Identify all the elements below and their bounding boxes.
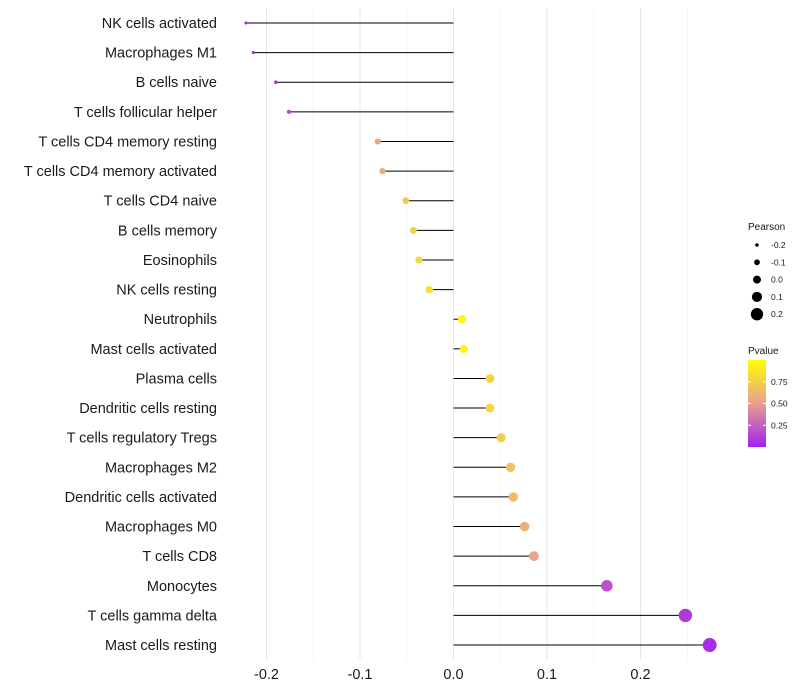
color-legend-label: 0.25 bbox=[771, 420, 788, 430]
category-label: Plasma cells bbox=[136, 371, 217, 387]
point bbox=[286, 109, 291, 114]
size-legend-label: 0.1 bbox=[771, 292, 783, 302]
x-tick-label: 0.0 bbox=[443, 667, 463, 683]
color-legend: Pvalue 0.25 0.50 0.75 bbox=[748, 346, 788, 447]
category-label: Monocytes bbox=[147, 579, 217, 595]
size-legend-label: -0.2 bbox=[771, 240, 786, 250]
point bbox=[528, 551, 539, 562]
color-legend-label: 0.50 bbox=[771, 399, 788, 409]
category-label: T cells CD8 bbox=[142, 549, 217, 565]
point bbox=[601, 580, 613, 592]
category-label: Mast cells activated bbox=[90, 342, 217, 358]
point bbox=[244, 21, 248, 25]
category-label: T cells CD4 memory activated bbox=[24, 164, 217, 180]
size-legend: Pearson -0.2 -0.1 0.0 0.1 0.2 bbox=[748, 222, 786, 321]
size-legend-label: -0.1 bbox=[771, 257, 786, 267]
stems bbox=[245, 22, 710, 646]
color-legend-title: Pvalue bbox=[748, 346, 779, 357]
category-label: Neutrophils bbox=[144, 312, 217, 328]
point bbox=[379, 167, 386, 175]
point bbox=[457, 315, 466, 324]
size-legend-key bbox=[755, 243, 759, 247]
category-label: B cells memory bbox=[118, 223, 218, 239]
category-label: Eosinophils bbox=[143, 253, 217, 269]
point bbox=[415, 256, 423, 264]
category-label: T cells CD4 memory resting bbox=[38, 134, 217, 150]
point bbox=[251, 50, 256, 55]
category-label: T cells follicular helper bbox=[74, 105, 217, 121]
point bbox=[505, 462, 516, 472]
size-legend-key bbox=[750, 308, 764, 321]
category-label: T cells regulatory Tregs bbox=[67, 431, 217, 447]
points bbox=[244, 21, 717, 653]
size-legend-key bbox=[751, 291, 763, 302]
point bbox=[519, 521, 530, 532]
category-label: T cells CD4 naive bbox=[104, 194, 217, 210]
size-legend-key bbox=[753, 275, 761, 284]
color-legend-bar bbox=[748, 360, 766, 447]
category-label: T cells gamma delta bbox=[88, 608, 218, 624]
point bbox=[702, 638, 717, 653]
size-legend-title: Pearson bbox=[748, 222, 785, 233]
size-legend-key bbox=[754, 259, 760, 266]
x-tick-label: -0.2 bbox=[254, 667, 279, 683]
point bbox=[496, 433, 506, 443]
point bbox=[508, 492, 519, 502]
point bbox=[485, 374, 495, 383]
point bbox=[402, 197, 410, 205]
category-label: Macrophages M1 bbox=[105, 46, 217, 62]
category-label: Dendritic cells activated bbox=[65, 490, 217, 506]
category-label: NK cells resting bbox=[116, 283, 217, 299]
category-label: Macrophages M2 bbox=[105, 460, 217, 476]
category-label: B cells naive bbox=[136, 75, 217, 91]
x-tick-label: -0.1 bbox=[348, 667, 373, 683]
point bbox=[459, 344, 468, 353]
x-tick-label: 0.2 bbox=[630, 667, 650, 683]
color-legend-label: 0.75 bbox=[771, 377, 788, 387]
category-label: Mast cells resting bbox=[105, 638, 217, 654]
category-label: Dendritic cells resting bbox=[79, 401, 217, 417]
y-axis-labels: NK cells activated Macrophages M1 B cells … bbox=[24, 16, 218, 654]
point bbox=[273, 80, 278, 85]
category-label: Macrophages M0 bbox=[105, 520, 217, 536]
x-tick-label: 0.1 bbox=[537, 667, 557, 683]
size-legend-label: 0.0 bbox=[771, 275, 783, 285]
point bbox=[425, 285, 433, 294]
grid bbox=[266, 8, 688, 660]
x-axis-labels: -0.2 -0.1 0.0 0.1 0.2 bbox=[254, 667, 651, 683]
point bbox=[409, 226, 417, 234]
point bbox=[678, 608, 693, 623]
size-legend-label: 0.2 bbox=[771, 309, 783, 319]
point bbox=[485, 403, 495, 413]
category-label: NK cells activated bbox=[102, 16, 217, 32]
point bbox=[374, 138, 381, 145]
